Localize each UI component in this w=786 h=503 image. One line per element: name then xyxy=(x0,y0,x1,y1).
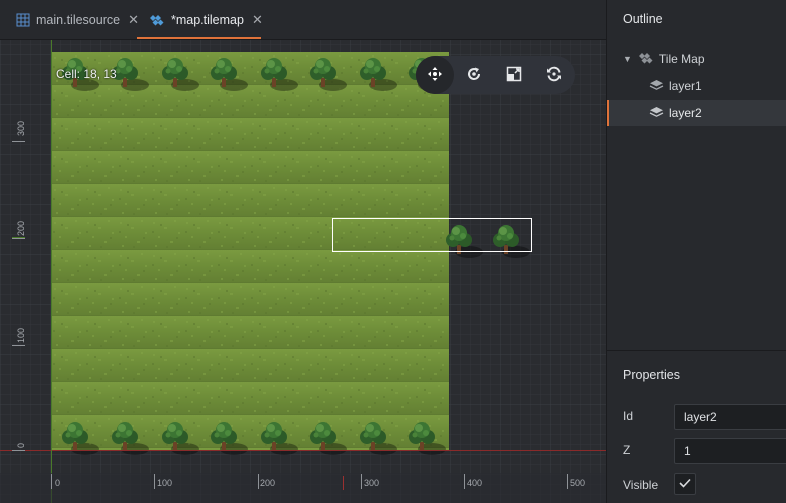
y-tick-label: 0 xyxy=(16,443,26,448)
editor-tab-bar: main.tilesource ✕ *map.tilemap ✕ xyxy=(0,0,606,40)
outline-item-label: Tile Map xyxy=(658,52,705,66)
visible-label: Visible xyxy=(623,478,659,492)
y-tick-label: 200 xyxy=(16,221,26,236)
x-tick-label: 500 xyxy=(570,478,585,488)
move-tool-icon xyxy=(427,66,443,85)
id-field[interactable]: layer2 xyxy=(674,404,786,430)
cell-readout: Cell: 18, 13 xyxy=(56,67,117,81)
close-icon[interactable]: ✕ xyxy=(128,11,139,27)
y-tick-label: 300 xyxy=(16,121,26,136)
properties-title: Properties xyxy=(623,368,680,382)
visible-checkbox[interactable] xyxy=(674,473,696,495)
scene-viewport[interactable]: 0 100 200 300 400 500 300 200 100 0 Cell… xyxy=(0,40,606,503)
scale-tool-button[interactable] xyxy=(494,56,534,94)
tile-grid-icon xyxy=(16,13,30,27)
tab-map-tilemap[interactable]: *map.tilemap ✕ xyxy=(137,0,263,39)
right-sidebar: Outline ▼ Tile Map layer1 layer2 Prope xyxy=(606,0,786,503)
x-tick-label: 200 xyxy=(260,478,275,488)
bottom-ruler: 0 100 200 300 400 500 xyxy=(0,473,606,503)
outline-item-layer2[interactable]: layer2 xyxy=(607,100,786,126)
layer-icon xyxy=(649,106,669,121)
expand-triangle-icon[interactable]: ▼ xyxy=(623,54,632,64)
x-tick-label: 100 xyxy=(157,478,172,488)
outline-title: Outline xyxy=(623,12,663,26)
outline-item-label: layer2 xyxy=(669,106,702,120)
close-icon[interactable]: ✕ xyxy=(251,11,263,27)
y-tick-label: 100 xyxy=(16,328,26,343)
move-tool-button[interactable] xyxy=(416,56,454,94)
outline-item-layer1[interactable]: layer1 xyxy=(607,73,786,99)
scale-tool-icon xyxy=(506,66,522,85)
refresh-tool-icon xyxy=(546,66,562,85)
rotate-tool-icon xyxy=(466,66,482,85)
properties-panel: Properties Id layer2 Z 1 Visible xyxy=(607,350,786,503)
outline-item-tile-map[interactable]: ▼ Tile Map xyxy=(607,46,786,72)
left-ruler: 300 200 100 0 xyxy=(12,121,26,451)
refresh-tool-button[interactable] xyxy=(534,56,574,94)
tab-main-tilesource[interactable]: main.tilesource ✕ xyxy=(4,0,151,39)
x-tick-label: 400 xyxy=(467,478,482,488)
z-label: Z xyxy=(623,443,631,457)
checkmark-icon xyxy=(679,477,691,491)
outline-item-label: layer1 xyxy=(669,79,702,93)
tab-label: main.tilesource xyxy=(36,12,121,27)
tilemap-icon xyxy=(638,51,659,68)
layer-icon xyxy=(649,79,669,94)
x-tick-label: 300 xyxy=(364,478,379,488)
id-label: Id xyxy=(623,409,634,423)
tool-palette xyxy=(416,56,575,94)
z-field[interactable]: 1 xyxy=(674,438,786,464)
tab-label: *map.tilemap xyxy=(171,12,244,27)
tilemap-icon xyxy=(149,13,165,27)
x-tick-label: 0 xyxy=(55,478,60,488)
brush-selection-rect xyxy=(332,218,532,252)
rotate-tool-button[interactable] xyxy=(454,56,494,94)
